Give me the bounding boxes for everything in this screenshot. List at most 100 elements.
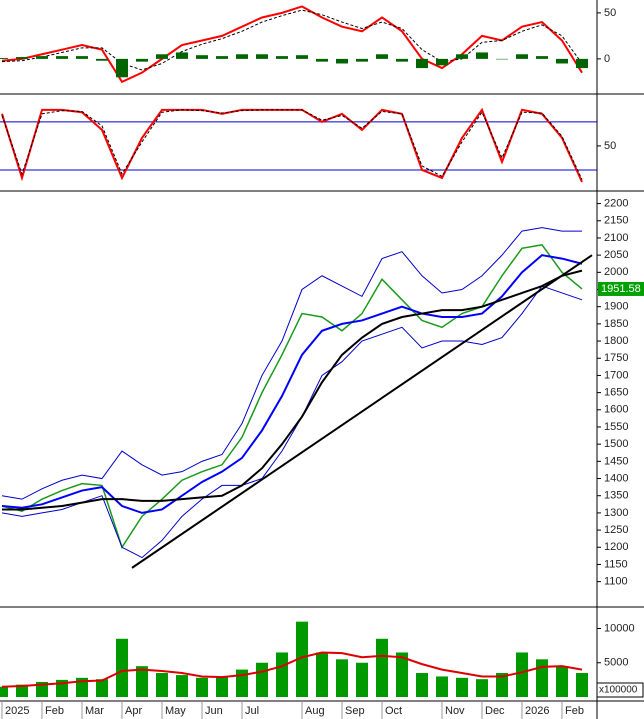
series-line bbox=[1, 254, 583, 514]
y-tick-label: 1500 bbox=[604, 438, 628, 450]
y-tick-label: 5000 bbox=[604, 657, 628, 669]
bar bbox=[276, 652, 288, 697]
bar bbox=[576, 673, 588, 697]
bar bbox=[96, 58, 108, 61]
bar bbox=[0, 686, 8, 697]
bar bbox=[116, 58, 128, 78]
x-tick-label: Oct bbox=[385, 705, 402, 717]
bar bbox=[536, 659, 548, 697]
y-tick-label: 1700 bbox=[604, 369, 628, 381]
bar bbox=[196, 55, 208, 59]
bar bbox=[356, 58, 368, 62]
bar bbox=[316, 58, 328, 62]
series-line bbox=[1, 5, 583, 84]
bar bbox=[336, 659, 348, 697]
bar bbox=[336, 58, 348, 64]
x-tick-label: Sep bbox=[345, 705, 365, 717]
bar bbox=[356, 662, 368, 697]
y-tick-label: 1350 bbox=[604, 490, 628, 502]
bar bbox=[0, 57, 8, 59]
bar bbox=[416, 58, 428, 69]
x-tick-label: Jul bbox=[245, 705, 259, 717]
bar bbox=[76, 56, 88, 59]
series-line bbox=[2, 269, 583, 511]
y-tick-label: 50 bbox=[604, 7, 616, 19]
bar bbox=[256, 662, 268, 697]
y-tick-label: 2050 bbox=[604, 249, 628, 261]
x-tick-label: Nov bbox=[445, 705, 465, 717]
series-line bbox=[1, 244, 583, 549]
last-price-box bbox=[598, 281, 644, 296]
bar bbox=[176, 675, 188, 697]
x-tick-label: Apr bbox=[125, 705, 142, 717]
bar bbox=[516, 54, 528, 59]
bar bbox=[516, 652, 528, 697]
x-tick-label: Dec bbox=[485, 705, 505, 717]
y-tick-label: 1250 bbox=[604, 524, 628, 536]
bar bbox=[456, 677, 468, 697]
trendline bbox=[131, 254, 593, 569]
series-line bbox=[1, 109, 583, 180]
bar bbox=[496, 673, 508, 697]
bar bbox=[236, 669, 248, 697]
bar bbox=[556, 666, 568, 697]
bar bbox=[96, 679, 108, 697]
bar bbox=[496, 58, 508, 60]
bar bbox=[176, 52, 188, 59]
y-tick-label: 1200 bbox=[604, 541, 628, 553]
unit-box bbox=[596, 682, 644, 698]
y-tick-label: 1800 bbox=[604, 335, 628, 347]
y-tick-label: 1850 bbox=[604, 318, 628, 330]
x-tick-label: Feb bbox=[565, 705, 584, 717]
unit-label: x100000 bbox=[599, 685, 638, 696]
bar bbox=[156, 673, 168, 697]
y-tick-label: 1150 bbox=[604, 558, 628, 570]
y-tick-label: 1900 bbox=[604, 301, 628, 313]
y-tick-label: 2200 bbox=[604, 197, 628, 209]
bar bbox=[556, 58, 568, 64]
bar bbox=[316, 652, 328, 697]
bar bbox=[396, 58, 408, 62]
bar bbox=[376, 638, 388, 697]
bar bbox=[16, 684, 28, 697]
bar bbox=[56, 56, 68, 59]
bar bbox=[196, 677, 208, 697]
bar bbox=[216, 56, 228, 59]
y-tick-label: 1750 bbox=[604, 352, 628, 364]
x-tick-label: Mar bbox=[85, 705, 104, 717]
x-tick-label: 2026 bbox=[525, 705, 549, 717]
bar bbox=[16, 57, 28, 59]
bar bbox=[276, 56, 288, 59]
bar bbox=[136, 666, 148, 697]
y-tick-label: 2150 bbox=[604, 215, 628, 227]
y-tick-label: 0 bbox=[604, 53, 610, 65]
bar bbox=[416, 673, 428, 697]
bar bbox=[456, 54, 468, 59]
bar bbox=[136, 58, 148, 62]
bar bbox=[236, 54, 248, 59]
y-tick-label: 1600 bbox=[604, 404, 628, 416]
bar bbox=[116, 638, 128, 697]
bar bbox=[576, 58, 588, 69]
bar bbox=[296, 55, 308, 59]
bar bbox=[216, 676, 228, 697]
y-tick-label: 1300 bbox=[604, 507, 628, 519]
series-line bbox=[1, 651, 583, 688]
x-tick-label: Feb bbox=[45, 705, 64, 717]
bar bbox=[76, 677, 88, 697]
bar bbox=[36, 56, 48, 59]
bar bbox=[396, 652, 408, 697]
y-tick-label: 1100 bbox=[604, 576, 628, 588]
y-tick-label: 1450 bbox=[604, 455, 628, 467]
y-tick-label: 50 bbox=[604, 140, 616, 152]
bar bbox=[536, 56, 548, 59]
bar bbox=[296, 621, 308, 697]
y-tick-label: 1400 bbox=[604, 472, 628, 484]
y-tick-label: 2100 bbox=[604, 232, 628, 244]
y-tick-label: 1550 bbox=[604, 421, 628, 433]
series-line bbox=[1, 227, 582, 500]
bar bbox=[476, 52, 488, 59]
